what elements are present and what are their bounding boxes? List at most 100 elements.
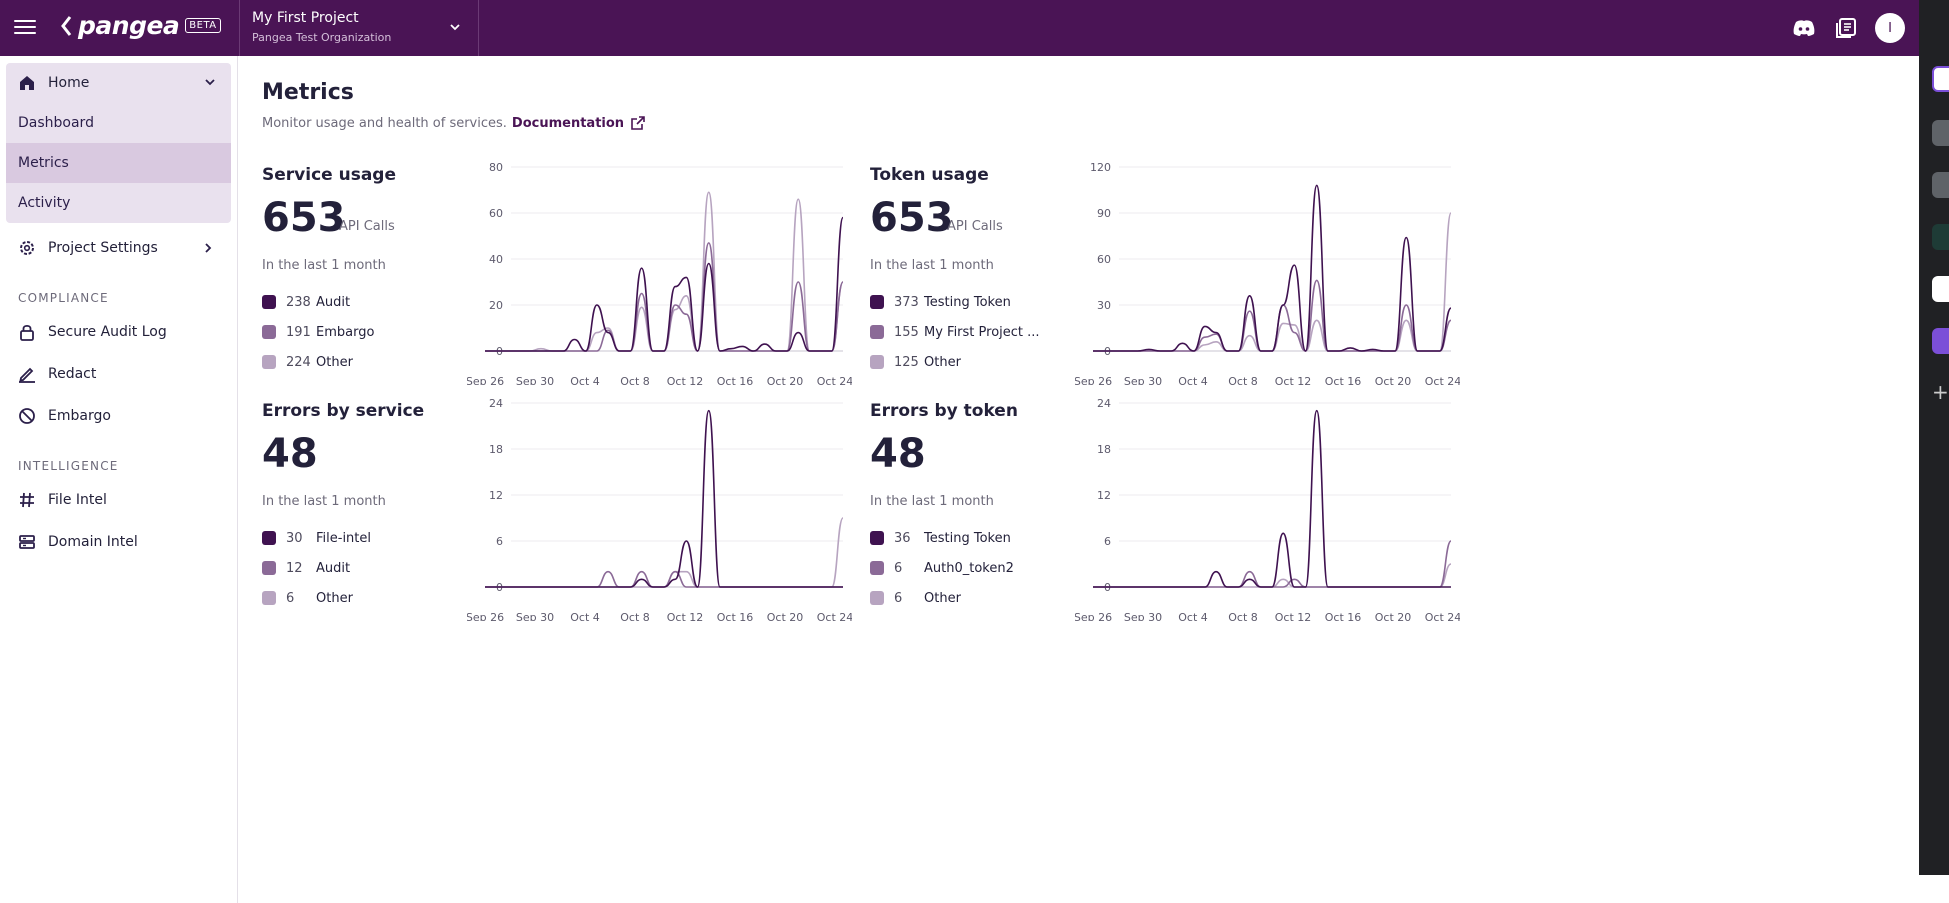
user-avatar[interactable]: I [1875, 13, 1905, 43]
total-unit: API Calls [339, 219, 395, 234]
y-tick-label: 20 [489, 299, 503, 312]
y-tick-label: 90 [1097, 207, 1111, 220]
sidebar-item-embargo[interactable]: Embargo [0, 395, 237, 437]
legend-swatch [262, 325, 276, 339]
page-description: Monitor usage and health of services. [262, 115, 507, 131]
legend-swatch [870, 561, 884, 575]
legend-item: 6 Auth0_token2 [870, 553, 1014, 583]
legend-count: 373 [894, 294, 919, 310]
sidebar-item-project-settings[interactable]: Project Settings [0, 227, 237, 269]
rail-app-icon[interactable] [1932, 66, 1949, 92]
legend-item: 125 Other [870, 347, 1040, 377]
legend-name: Other [316, 354, 353, 370]
legend-swatch [262, 295, 276, 309]
sidebar-item-redact[interactable]: Redact [0, 353, 237, 395]
legend-name: Audit [316, 560, 351, 576]
project-switcher[interactable]: My First Project Pangea Test Organizatio… [239, 0, 479, 56]
legend-name: Embargo [316, 324, 375, 340]
rail-app-icon[interactable] [1932, 276, 1949, 302]
y-tick-label: 24 [489, 397, 503, 410]
x-tick-label: Oct 24 [817, 611, 852, 621]
legend-count: 6 [286, 590, 295, 606]
section-label-compliance: COMPLIANCE [18, 291, 109, 305]
legend-item: 191 Embargo [262, 317, 374, 347]
legend-item: 238 Audit [262, 287, 374, 317]
rail-app-icon[interactable] [1932, 172, 1949, 198]
rail-app-icon[interactable] [1932, 224, 1949, 250]
legend-swatch [870, 295, 884, 309]
server-icon [18, 533, 36, 551]
sidebar-item-metrics[interactable]: Metrics [6, 143, 231, 183]
y-tick-label: 18 [1097, 443, 1111, 456]
period-label: In the last 1 month [262, 494, 386, 509]
organization-name: Pangea Test Organization [252, 31, 392, 44]
x-tick-label: Sep 30 [1124, 375, 1162, 385]
chevron-down-icon [205, 79, 215, 86]
sidebar-item-dashboard[interactable]: Dashboard [18, 115, 94, 131]
series-line [1093, 563, 1452, 588]
lock-icon [18, 323, 36, 341]
total-unit: API Calls [947, 219, 1003, 234]
y-tick-label: 120 [1090, 161, 1111, 174]
legend-name: Auth0_token2 [924, 560, 1014, 576]
sidebar-item-home[interactable]: Home [6, 63, 231, 103]
pangea-logo[interactable]: pangea BETA [60, 11, 221, 40]
legend-count: 6 [894, 560, 903, 576]
y-tick-label: 12 [489, 489, 503, 502]
series-line [485, 517, 844, 588]
y-tick-label: 6 [496, 535, 503, 548]
x-tick-label: Sep 30 [516, 611, 554, 621]
y-tick-label: 80 [489, 161, 503, 174]
x-tick-label: Sep 26 [467, 611, 504, 621]
page-subtitle: Monitor usage and health of services. Do… [262, 115, 646, 131]
legend-count: 191 [286, 324, 311, 340]
series-line [485, 216, 844, 352]
legend-name: Other [924, 590, 961, 606]
period-label: In the last 1 month [870, 494, 994, 509]
rail-add-icon[interactable]: + [1932, 380, 1949, 404]
legend-swatch [262, 355, 276, 369]
legend-name: Testing Token [924, 294, 1011, 310]
menu-icon[interactable] [14, 16, 36, 38]
legend-item: 36 Testing Token [870, 523, 1014, 553]
legend-count: 224 [286, 354, 311, 370]
legend-count: 36 [894, 530, 911, 546]
logo-mark-icon [61, 15, 72, 36]
x-tick-label: Oct 8 [1228, 611, 1258, 621]
legend-swatch [870, 355, 884, 369]
docs-icon[interactable] [1833, 15, 1859, 41]
sidebar-item-file-intel[interactable]: File Intel [0, 479, 237, 521]
gear-icon [18, 239, 36, 257]
x-tick-label: Oct 4 [570, 611, 600, 621]
documentation-link[interactable]: Documentation [512, 115, 646, 131]
x-tick-label: Sep 26 [1075, 611, 1112, 621]
rail-app-icon[interactable] [1932, 328, 1949, 354]
sidebar-item-secure-audit-log[interactable]: Secure Audit Log [0, 311, 237, 353]
metric-panel: Token usage 653 API Calls In the last 1 mon… [870, 161, 1460, 395]
project-name: My First Project [252, 10, 359, 26]
x-tick-label: Oct 16 [1325, 611, 1362, 621]
legend-swatch [870, 531, 884, 545]
x-tick-label: Oct 4 [1178, 375, 1208, 385]
legend-count: 155 [894, 324, 919, 340]
legend-item: 373 Testing Token [870, 287, 1040, 317]
prohibit-icon [18, 407, 36, 425]
y-tick-label: 6 [1104, 535, 1111, 548]
x-tick-label: Oct 16 [717, 375, 754, 385]
x-tick-label: Oct 4 [1178, 611, 1208, 621]
legend-name: Audit [316, 294, 351, 310]
discord-icon[interactable] [1791, 15, 1817, 41]
x-tick-label: Oct 12 [1275, 375, 1312, 385]
rail-app-icon[interactable] [1932, 120, 1949, 146]
beta-badge: BETA [185, 18, 221, 33]
sidebar-item-domain-intel[interactable]: Domain Intel [0, 521, 237, 563]
x-tick-label: Oct 20 [767, 611, 804, 621]
legend-swatch [870, 591, 884, 605]
panel-title: Token usage [870, 165, 989, 185]
legend-swatch [262, 561, 276, 575]
page-title: Metrics [262, 80, 354, 105]
sidebar-item-activity[interactable]: Activity [18, 195, 71, 211]
x-tick-label: Sep 26 [467, 375, 504, 385]
legend-name: File-intel [316, 530, 372, 546]
legend-item: 155 My First Project ... [870, 317, 1040, 347]
